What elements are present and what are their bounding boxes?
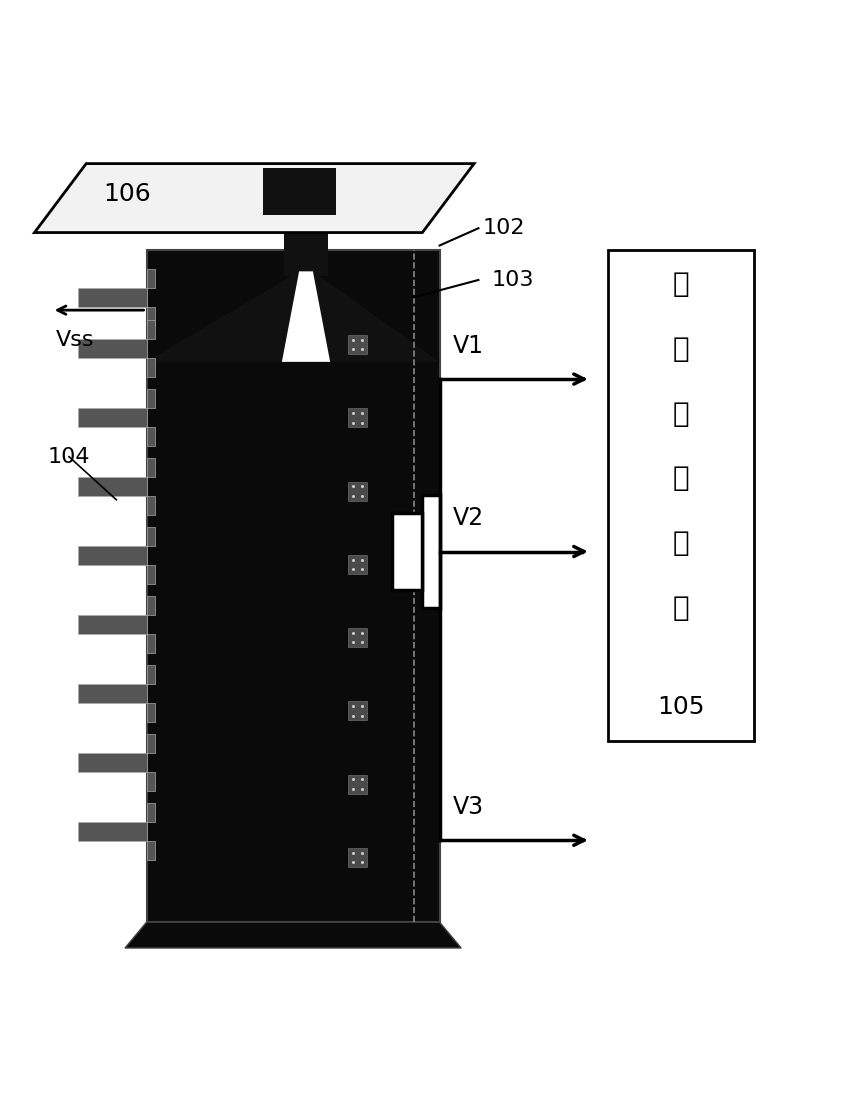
Polygon shape	[34, 163, 474, 233]
Text: 控: 控	[672, 399, 689, 428]
Text: 102: 102	[482, 218, 524, 238]
Bar	[348, 629, 367, 647]
Text: 106: 106	[103, 182, 151, 206]
Text: 时: 时	[672, 270, 689, 298]
Bar	[348, 774, 367, 794]
Polygon shape	[77, 389, 155, 447]
Bar	[348, 482, 367, 501]
Text: V3: V3	[452, 795, 483, 818]
Bar	[348, 848, 367, 867]
Bar	[348, 335, 367, 354]
Polygon shape	[77, 803, 155, 860]
Bar	[263, 168, 336, 215]
Text: 104: 104	[47, 447, 90, 467]
Text: Vss: Vss	[56, 330, 95, 351]
Text: 序: 序	[672, 335, 689, 363]
Text: 105: 105	[656, 695, 704, 719]
Bar	[392, 513, 422, 590]
Polygon shape	[77, 459, 155, 515]
Text: V1: V1	[452, 333, 483, 357]
Bar	[146, 249, 439, 922]
Polygon shape	[313, 271, 439, 362]
Bar	[348, 702, 367, 720]
Polygon shape	[77, 597, 155, 653]
Polygon shape	[77, 269, 155, 325]
Polygon shape	[77, 665, 155, 722]
Text: 103: 103	[491, 270, 533, 290]
Polygon shape	[77, 321, 155, 377]
Bar	[607, 249, 753, 741]
Text: 单: 单	[672, 528, 689, 557]
Polygon shape	[77, 735, 155, 791]
Bar	[422, 495, 439, 608]
Polygon shape	[77, 527, 155, 585]
Text: 制: 制	[672, 464, 689, 492]
Text: 元: 元	[672, 593, 689, 621]
Bar	[348, 408, 367, 427]
Polygon shape	[146, 271, 299, 362]
Polygon shape	[282, 271, 330, 362]
Bar	[284, 219, 327, 276]
Polygon shape	[125, 922, 461, 947]
Text: V2: V2	[452, 506, 483, 529]
Bar	[348, 555, 367, 574]
